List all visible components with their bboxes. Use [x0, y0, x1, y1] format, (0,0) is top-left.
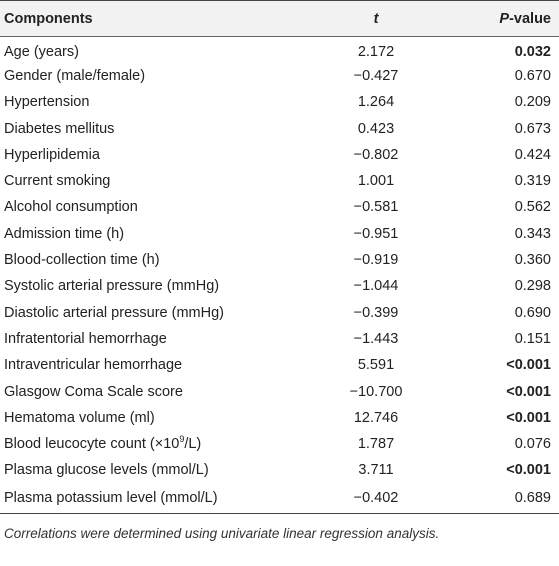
cell-component: Age (years): [0, 36, 300, 63]
cell-t-value: 0.423: [300, 115, 452, 142]
cell-component-suffix: /L): [184, 436, 202, 453]
cell-component: Gender (male/female): [0, 62, 300, 90]
cell-t-value: −0.802: [300, 141, 452, 168]
cell-component: Diabetes mellitus: [0, 115, 300, 142]
table-row: Hypertension 1.264 0.209: [0, 89, 559, 116]
cell-p-value: <0.001: [452, 352, 559, 379]
table-row: Systolic arterial pressure (mmHg) −1.044 0…: [0, 273, 559, 300]
cell-component: Plasma glucose levels (mmol/L): [0, 457, 300, 484]
cell-t-value: 3.711: [300, 457, 452, 484]
table-row: Plasma potassium level (mmol/L) −0.402 0.6…: [0, 483, 559, 514]
cell-t-value: 5.591: [300, 352, 452, 379]
cell-t-value: −1.443: [300, 325, 452, 353]
header-p-italic: P: [499, 10, 510, 27]
cell-t-value: −0.951: [300, 220, 452, 247]
table-row: Admission time (h) −0.951 0.343: [0, 220, 559, 247]
cell-p-value: 0.360: [452, 246, 559, 274]
cell-p-value: 0.298: [452, 273, 559, 300]
regression-table: Components t P-value Age (years) 2.172 0.0…: [0, 0, 559, 514]
cell-p-value: 0.209: [452, 89, 559, 116]
cell-t-value: 1.787: [300, 430, 452, 458]
cell-p-value: <0.001: [452, 378, 559, 405]
table-body: Age (years) 2.172 0.032 Gender (male/female…: [0, 36, 559, 514]
cell-t-value: 1.001: [300, 167, 452, 195]
cell-p-value: 0.673: [452, 115, 559, 142]
cell-t-value: −0.581: [300, 194, 452, 221]
cell-p-value: 0.562: [452, 194, 559, 221]
cell-t-value: −0.919: [300, 246, 452, 274]
cell-component: Alcohol consumption: [0, 194, 300, 221]
cell-component: Blood leucocyte count (×109/L): [0, 430, 300, 458]
cell-component: Current smoking: [0, 167, 300, 195]
cell-t-value: 12.746: [300, 404, 452, 431]
table-row: Gender (male/female) −0.427 0.670: [0, 62, 559, 90]
cell-component: Intraventricular hemorrhage: [0, 352, 300, 379]
cell-t-value: −0.427: [300, 62, 452, 90]
cell-t-value: 1.264: [300, 89, 452, 116]
cell-component: Admission time (h): [0, 220, 300, 247]
table-row: Diabetes mellitus 0.423 0.673: [0, 115, 559, 142]
table-row: Infratentorial hemorrhage −1.443 0.151: [0, 325, 559, 353]
cell-p-value: 0.670: [452, 62, 559, 90]
cell-t-value: −1.044: [300, 273, 452, 300]
cell-p-value: 0.319: [452, 167, 559, 195]
cell-component: Systolic arterial pressure (mmHg): [0, 273, 300, 300]
cell-t-value: −10.700: [300, 378, 452, 405]
cell-t-value: 2.172: [300, 36, 452, 63]
table-row: Hyperlipidemia −0.802 0.424: [0, 141, 559, 168]
table-row: Alcohol consumption −0.581 0.562: [0, 194, 559, 221]
cell-component: Infratentorial hemorrhage: [0, 325, 300, 353]
table-footnote: Correlations were determined using univa…: [4, 525, 440, 541]
cell-p-value: <0.001: [452, 404, 559, 431]
table-row: Blood leucocyte count (×109/L) 1.787 0.076: [0, 430, 559, 458]
cell-component: Hyperlipidemia: [0, 141, 300, 168]
cell-component: Diastolic arterial pressure (mmHg): [0, 299, 300, 326]
table-row: Intraventricular hemorrhage 5.591 <0.001: [0, 352, 559, 379]
table-row: Glasgow Coma Scale score −10.700 <0.001: [0, 378, 559, 405]
cell-component: Glasgow Coma Scale score: [0, 378, 300, 405]
cell-t-value: −0.402: [300, 483, 452, 514]
cell-component: Blood-collection time (h): [0, 246, 300, 274]
cell-component: Hematoma volume (ml): [0, 404, 300, 431]
cell-t-value: −0.399: [300, 299, 452, 326]
cell-p-value: 0.690: [452, 299, 559, 326]
table-row: Plasma glucose levels (mmol/L) 3.711 <0.00…: [0, 457, 559, 484]
regression-table-container: Components t P-value Age (years) 2.172 0.0…: [0, 0, 559, 541]
table-row: Hematoma volume (ml) 12.746 <0.001: [0, 404, 559, 431]
cell-p-value: 0.689: [452, 483, 559, 514]
header-p-value: P-value: [452, 0, 559, 37]
cell-p-value: <0.001: [452, 457, 559, 484]
cell-p-value: 0.343: [452, 220, 559, 247]
table-header: Components t P-value: [0, 0, 559, 37]
cell-p-value: 0.151: [452, 325, 559, 353]
header-p-rest: -value: [509, 10, 551, 27]
header-row: Components t P-value: [0, 0, 559, 37]
cell-component-prefix: Blood leucocyte count (×10: [4, 436, 180, 453]
table-row: Diastolic arterial pressure (mmHg) −0.399…: [0, 299, 559, 326]
header-components: Components: [0, 0, 300, 37]
cell-component: Hypertension: [0, 89, 300, 116]
table-row: Current smoking 1.001 0.319: [0, 167, 559, 195]
header-t: t: [300, 0, 452, 37]
cell-component-superscript: 9: [179, 434, 185, 445]
cell-p-value: 0.076: [452, 430, 559, 458]
table-row: Age (years) 2.172 0.032: [0, 36, 559, 63]
cell-p-value: 0.032: [452, 36, 559, 63]
cell-component: Plasma potassium level (mmol/L): [0, 483, 300, 514]
cell-p-value: 0.424: [452, 141, 559, 168]
table-row: Blood-collection time (h) −0.919 0.360: [0, 246, 559, 274]
